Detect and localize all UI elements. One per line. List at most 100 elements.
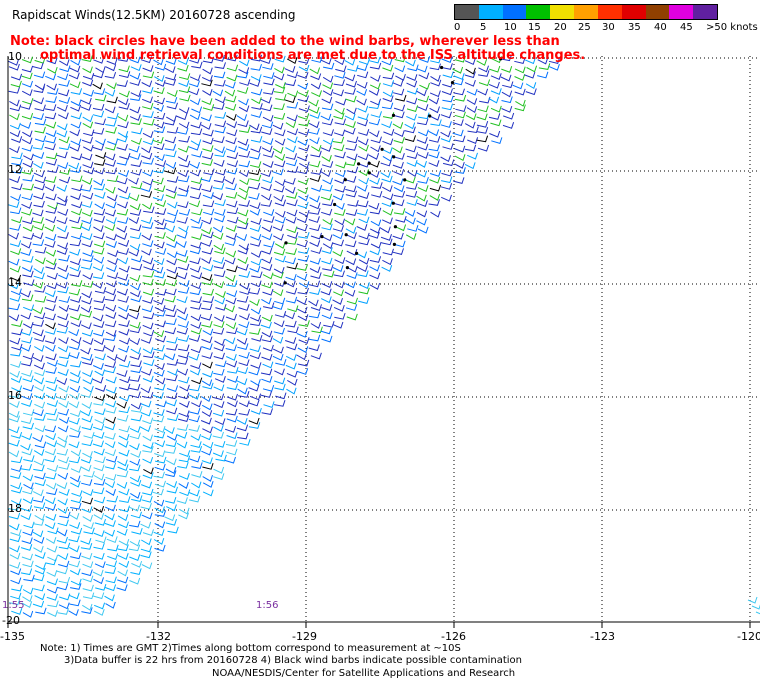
wind-barb <box>429 63 441 71</box>
wind-barb <box>453 73 465 80</box>
wind-barb <box>142 111 154 118</box>
wind-barb <box>369 171 380 178</box>
wind-barb <box>46 545 58 553</box>
wind-barb <box>308 121 320 129</box>
wind-barb <box>119 153 131 160</box>
wind-barb <box>273 113 286 120</box>
wind-barb <box>92 264 104 272</box>
time-label-1: 1:55 <box>2 600 25 611</box>
wind-barb <box>107 544 119 552</box>
wind-barb <box>225 225 237 232</box>
legend-swatch-10 <box>693 5 717 19</box>
wind-barb <box>419 56 431 63</box>
wind-barb <box>272 346 284 354</box>
wind-barb <box>524 57 536 65</box>
wind-barb <box>167 414 179 422</box>
wind-barb <box>104 481 116 489</box>
wind-barb <box>178 351 190 359</box>
wind-barb <box>297 247 310 255</box>
wind-barb <box>416 160 427 168</box>
wind-barb <box>417 177 429 184</box>
wind-barb <box>94 417 106 424</box>
wind-barb <box>80 224 92 232</box>
wind-barb <box>476 135 489 143</box>
wind-barb <box>261 297 272 305</box>
wind-barb <box>32 143 45 150</box>
wind-barb <box>82 489 94 496</box>
wind-barb <box>358 257 370 265</box>
wind-barb <box>34 176 47 184</box>
wind-barb <box>214 126 226 134</box>
wind-barb <box>118 65 130 73</box>
wind-barb <box>381 175 393 183</box>
wind-barb <box>454 94 467 102</box>
wind-barb <box>106 536 118 544</box>
wind-barb <box>153 271 166 279</box>
wind-barb <box>165 496 177 504</box>
wind-barb <box>32 519 45 526</box>
wind-barb <box>238 170 250 178</box>
wind-barb <box>310 247 322 254</box>
wind-barb <box>106 272 119 280</box>
wind-barb <box>93 88 106 95</box>
wind-barb <box>165 288 177 296</box>
wind-barb <box>393 208 406 215</box>
wind-barb <box>129 56 141 64</box>
wind-barb <box>465 113 477 121</box>
wind-barb <box>213 352 225 360</box>
wind-barb <box>11 456 23 464</box>
wind-barb <box>143 351 155 359</box>
wind-barb <box>321 208 333 216</box>
wind-barb <box>381 238 393 246</box>
wind-barb <box>81 439 93 447</box>
wind-barb <box>56 217 68 225</box>
wind-barb <box>189 74 201 82</box>
wind-barb <box>68 288 81 296</box>
wind-barb <box>275 93 287 101</box>
wind-barb <box>45 472 57 480</box>
wind-barb <box>8 391 21 399</box>
wind-barb <box>8 439 20 447</box>
contamination-dot <box>283 281 287 285</box>
wind-barb <box>202 137 214 145</box>
wind-barb <box>428 199 440 206</box>
wind-barb <box>286 343 298 351</box>
wind-barb <box>344 74 356 82</box>
wind-barb <box>308 99 319 107</box>
wind-barb <box>275 359 287 366</box>
wind-barb <box>452 129 464 137</box>
wind-barb <box>382 138 394 146</box>
wind-barb <box>104 224 116 231</box>
wind-barb <box>164 79 177 86</box>
legend-swatch-5 <box>574 5 598 19</box>
wind-barb <box>201 303 213 311</box>
wind-barb <box>190 314 202 322</box>
wind-barb <box>214 112 227 119</box>
wind-barb <box>441 194 452 202</box>
wind-barb <box>143 206 155 214</box>
wind-barb <box>92 272 105 280</box>
wind-barb <box>11 152 23 160</box>
wind-barb <box>176 497 188 505</box>
wind-barb <box>104 71 117 79</box>
wind-barb <box>345 240 357 248</box>
wind-barb <box>153 112 166 120</box>
wind-barb <box>20 443 31 451</box>
wind-barb <box>308 299 319 307</box>
wind-barb <box>152 488 164 496</box>
wind-barb <box>11 158 23 166</box>
wind-barb <box>80 391 92 398</box>
wind-barb <box>21 433 33 441</box>
wind-barb <box>82 575 94 583</box>
wind-barb <box>128 145 140 153</box>
wind-barb <box>189 192 202 200</box>
wind-barb <box>22 587 34 595</box>
wind-barb <box>332 232 344 240</box>
wind-barb <box>238 408 251 416</box>
wind-barb <box>10 361 22 368</box>
wind-barb <box>23 521 35 529</box>
wind-barb <box>93 208 106 216</box>
wind-barb <box>464 79 476 87</box>
wind-barb <box>45 514 57 521</box>
wind-barb <box>381 102 394 110</box>
